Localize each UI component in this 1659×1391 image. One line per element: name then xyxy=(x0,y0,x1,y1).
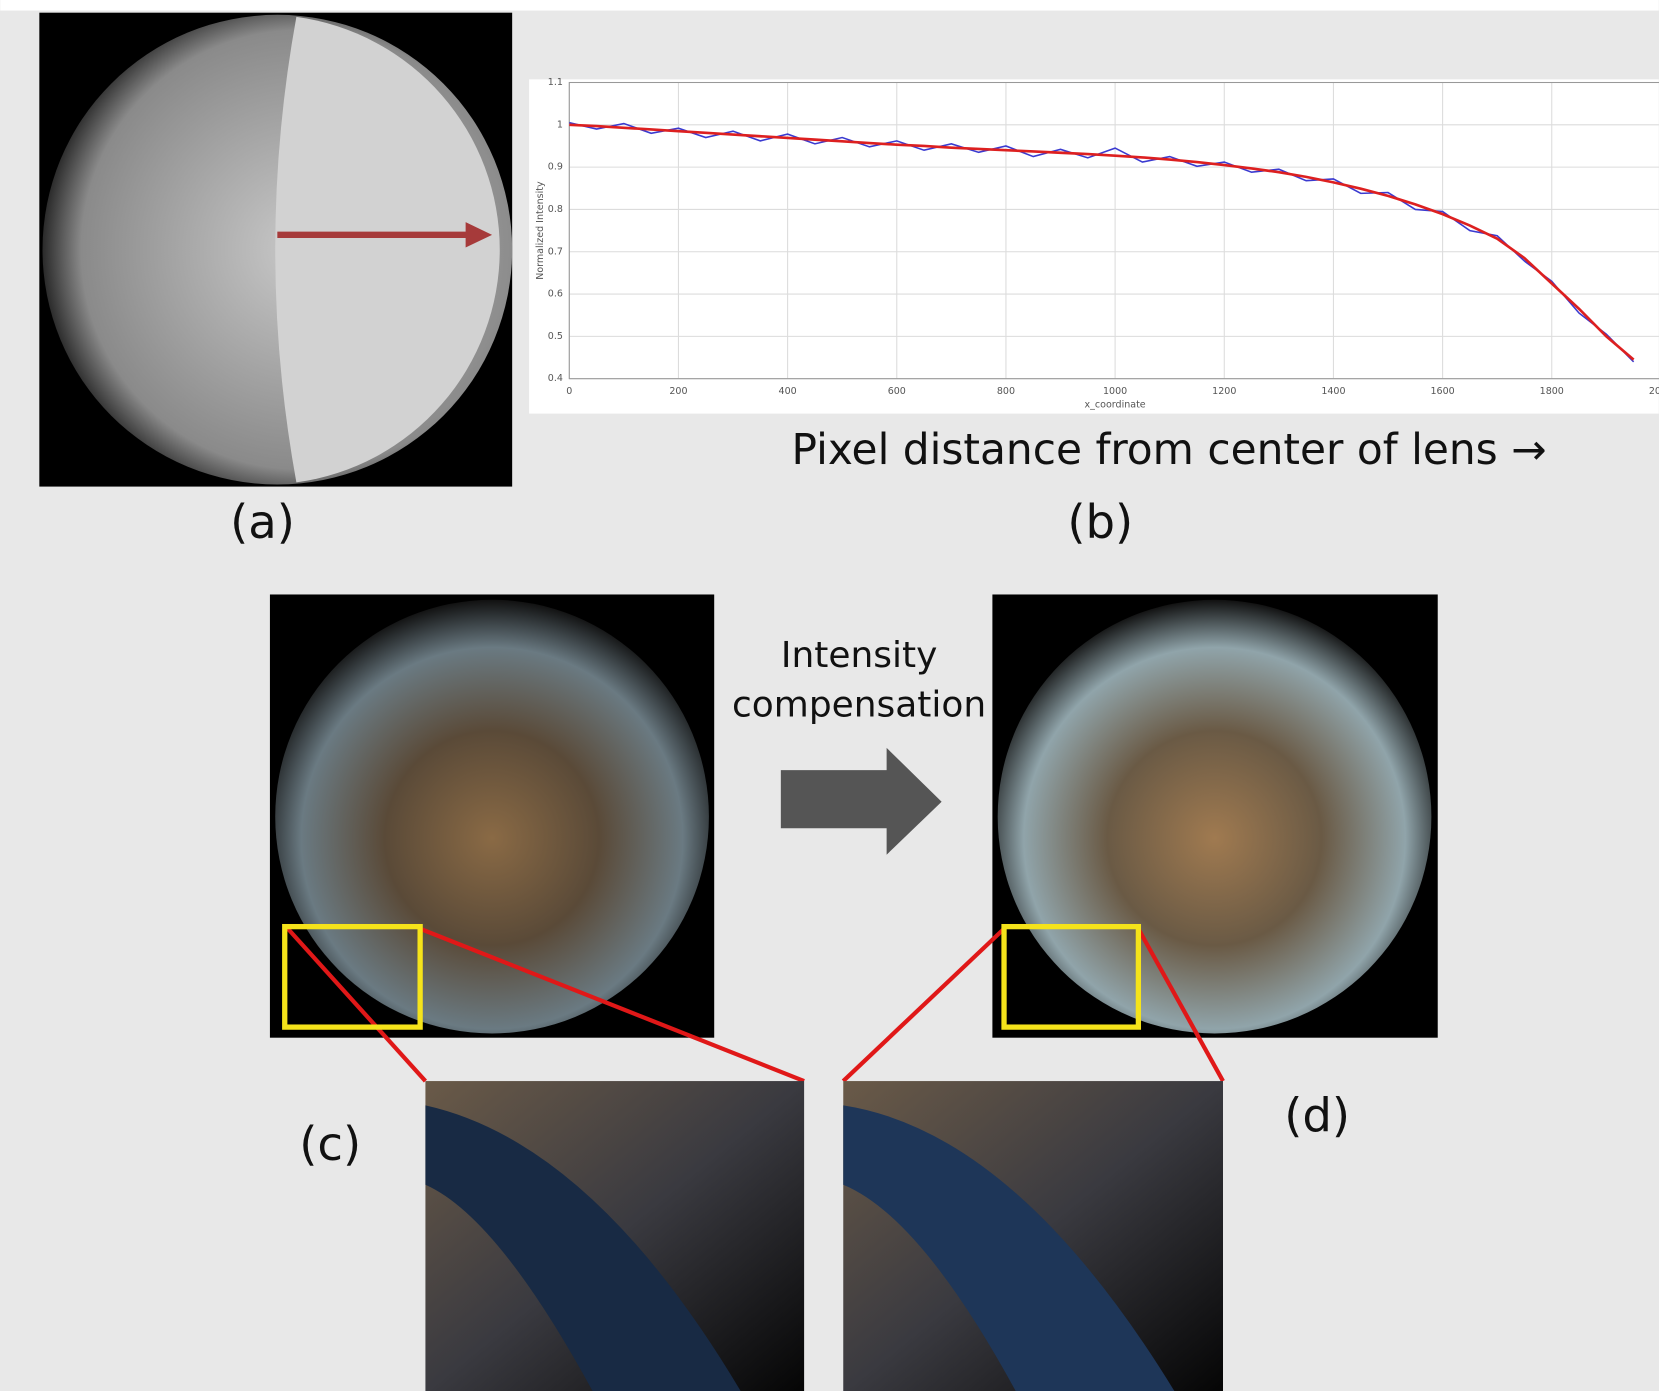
top-strip xyxy=(0,0,1659,11)
original-lens xyxy=(275,599,709,1034)
x-tick-label: 1200 xyxy=(1212,386,1236,397)
x-tick-label: 0 xyxy=(566,386,572,397)
y-axis-label: Normalized Intensity xyxy=(535,181,546,280)
arrow-head xyxy=(465,222,493,248)
arrow-caption: Intensity xyxy=(781,635,938,676)
x-tick-label: 800 xyxy=(997,386,1015,397)
zoom-line xyxy=(419,926,805,1084)
plot-background xyxy=(529,79,1659,414)
zoom-line xyxy=(286,927,427,1083)
y-tick-label: 0.8 xyxy=(548,204,563,215)
y-tick-label: 1.1 xyxy=(548,77,563,88)
x-tick-label: 1600 xyxy=(1430,386,1454,397)
plot-caption: Pixel distance from center of lens → xyxy=(792,425,1547,474)
zoom-chair xyxy=(843,1105,1175,1391)
series-line xyxy=(569,123,1635,361)
x-tick-label: 1400 xyxy=(1321,386,1345,397)
y-tick-label: 0.6 xyxy=(548,289,563,300)
big-arrow xyxy=(780,747,942,855)
zoom-chair xyxy=(425,1105,741,1391)
zoom-line xyxy=(841,927,1006,1083)
zoom-box xyxy=(282,923,423,1030)
y-tick-label: 0.5 xyxy=(548,331,563,342)
zoom-line xyxy=(1136,927,1225,1083)
x-tick-label: 200 xyxy=(669,386,687,397)
arrow-caption: compensation xyxy=(732,685,986,726)
white-disc xyxy=(275,16,500,483)
panel-label: (a) xyxy=(230,495,295,549)
zoom-box xyxy=(1001,923,1142,1030)
x-tick-label: 600 xyxy=(888,386,906,397)
x-tick-label: 2000 xyxy=(1649,386,1659,397)
axes-box xyxy=(568,81,1659,380)
x-tick-label: 1800 xyxy=(1540,386,1564,397)
compensated-lens xyxy=(997,599,1432,1034)
panel-label: (c) xyxy=(299,1117,361,1171)
x-tick-label: 1000 xyxy=(1103,386,1127,397)
y-tick-label: 0.4 xyxy=(548,373,563,384)
plot: 0.4 0.5 0.6 0.7 0.8 0.9 1 1.1 0 200 400 600 800 1000 1… xyxy=(535,77,1659,411)
y-tick-label: 0.7 xyxy=(548,246,563,257)
y-tick-label: 0.9 xyxy=(548,162,563,173)
panel-label: (d) xyxy=(1284,1089,1350,1143)
y-tick-label: 1 xyxy=(557,119,563,130)
x-tick-label: 400 xyxy=(779,386,797,397)
x-axis-label: x_coordinate xyxy=(1085,400,1146,411)
panel-label: (b) xyxy=(1067,495,1133,549)
